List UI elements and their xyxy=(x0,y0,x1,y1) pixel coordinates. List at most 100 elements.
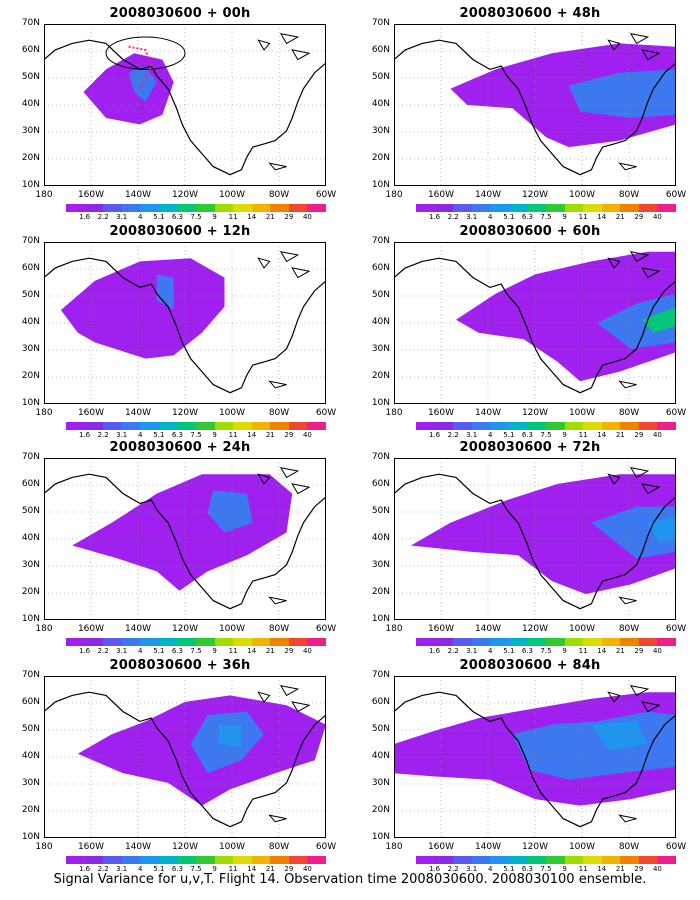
colorbar-label: 29 xyxy=(284,431,294,439)
longitude-tick-label: 60W xyxy=(315,190,337,200)
latitude-tick-label: 70N xyxy=(371,670,390,680)
longitude-tick-label: 60W xyxy=(315,842,337,852)
colorbar-label: 21 xyxy=(265,647,275,655)
coastline xyxy=(291,49,311,61)
variance-contour xyxy=(83,53,174,125)
latitude-tick-label: 40N xyxy=(21,751,40,761)
colorbar-segment xyxy=(490,638,510,646)
colorbar-label: 14 xyxy=(247,431,257,439)
colorbar-segment xyxy=(288,856,308,864)
map-panel: 2008030600 + 24h 70N 60N 50N 40N 30N 20N 10N 180… xyxy=(10,434,350,655)
latitude-tick-label: 10N xyxy=(21,832,40,842)
colorbar-label: 6.3 xyxy=(171,647,183,655)
colorbar-label: 6.3 xyxy=(171,213,183,221)
colorbar-segment xyxy=(233,638,253,646)
colorbar-label: 3.1 xyxy=(116,865,128,873)
colorbar-label: 29 xyxy=(634,431,644,439)
colorbar-segment xyxy=(620,422,640,430)
colorbar-label: 4 xyxy=(138,647,143,655)
colorbar-label: 2.2 xyxy=(447,213,459,221)
variance-contour xyxy=(207,490,253,533)
colorbar-segment xyxy=(140,856,160,864)
colorbar-segment xyxy=(158,422,178,430)
colorbar-label: 11 xyxy=(578,431,588,439)
colorbar-segment xyxy=(657,856,677,864)
colorbar-label: 29 xyxy=(284,213,294,221)
colorbar-segment xyxy=(527,422,547,430)
latitude-tick-label: 20N xyxy=(371,371,390,381)
colorbar-segment xyxy=(196,422,216,430)
colorbar-segment xyxy=(453,638,473,646)
colorbar-segment xyxy=(251,638,271,646)
colorbar-segment xyxy=(471,638,491,646)
coastline xyxy=(618,162,637,171)
colorbar-segment xyxy=(158,856,178,864)
colorbar xyxy=(66,422,327,430)
latitude-tick-label: 40N xyxy=(371,751,390,761)
coastline xyxy=(629,250,650,263)
coastline xyxy=(394,473,676,610)
longitude-tick-label: 80W xyxy=(618,408,640,418)
colorbar-segment xyxy=(453,422,473,430)
longitude-tick-label: 160W xyxy=(77,624,105,634)
map-panel: 2008030600 + 12h 70N 60N 50N 40N 30N 20N 10N 180… xyxy=(10,218,350,439)
colorbar xyxy=(66,204,327,212)
coastline xyxy=(641,49,661,61)
longitude-tick-label: 160W xyxy=(427,842,455,852)
colorbar-label: 3.1 xyxy=(466,647,478,655)
colorbar-segment xyxy=(471,204,491,212)
longitude-tick-label: 180 xyxy=(385,408,403,418)
colorbar-label: 1.6 xyxy=(428,865,441,873)
latitude-tick-label: 10N xyxy=(371,614,390,624)
latitude-tick-label: 30N xyxy=(21,126,40,136)
latitude-tick-label: 60N xyxy=(21,479,40,489)
colorbar-label: 9 xyxy=(562,647,567,655)
colorbar-segment xyxy=(103,422,123,430)
colorbar-segment xyxy=(638,856,658,864)
colorbar-segment xyxy=(434,204,454,212)
colorbar-segment xyxy=(620,638,640,646)
latitude-tick-label: 50N xyxy=(371,724,390,734)
colorbar-segment xyxy=(214,204,234,212)
colorbar-label: 40 xyxy=(652,865,662,873)
colorbar-segment xyxy=(564,422,584,430)
longitude-tick-label: 140W xyxy=(474,624,502,634)
colorbar-segment xyxy=(508,856,528,864)
colorbar-label: 29 xyxy=(284,865,294,873)
colorbar xyxy=(66,856,327,864)
colorbar-label: 7.5 xyxy=(540,647,552,655)
colorbar-segment xyxy=(84,204,104,212)
longitude-tick-label: 80W xyxy=(618,190,640,200)
colorbar-label: 4 xyxy=(138,213,143,221)
colorbar-label: 40 xyxy=(302,865,312,873)
colorbar xyxy=(416,204,677,212)
coastline xyxy=(44,39,326,176)
variance-contour xyxy=(591,506,676,559)
colorbar-label: 11 xyxy=(228,647,238,655)
latitude-tick-label: 70N xyxy=(371,452,390,462)
panel-title: 2008030600 + 60h xyxy=(459,224,601,239)
colorbar-segment xyxy=(103,856,123,864)
latitude-tick-label: 60N xyxy=(371,45,390,55)
variance-contour xyxy=(218,724,242,748)
variance-contour xyxy=(72,474,293,591)
longitude-tick-label: 60W xyxy=(665,842,687,852)
longitude-tick-label: 80W xyxy=(618,624,640,634)
colorbar-label: 5.1 xyxy=(503,431,515,439)
map-panel: 2008030600 + 60h 70N 60N 50N 40N 30N 20N 10N 180… xyxy=(360,218,700,439)
colorbar-segment xyxy=(177,422,197,430)
colorbar-segment xyxy=(121,204,141,212)
colorbar-segment xyxy=(140,422,160,430)
longitude-tick-label: 120W xyxy=(171,408,199,418)
latitude-tick-label: 70N xyxy=(371,18,390,28)
longitude-tick-label: 80W xyxy=(268,190,290,200)
colorbar-label: 5.1 xyxy=(153,213,165,221)
map-frame xyxy=(44,676,326,838)
coastline xyxy=(607,39,621,51)
colorbar-segment xyxy=(434,638,454,646)
colorbar-label: 21 xyxy=(615,865,625,873)
coastline xyxy=(279,32,300,45)
colorbar-label: 4 xyxy=(488,431,493,439)
coastline xyxy=(268,162,287,171)
colorbar-segment xyxy=(84,638,104,646)
